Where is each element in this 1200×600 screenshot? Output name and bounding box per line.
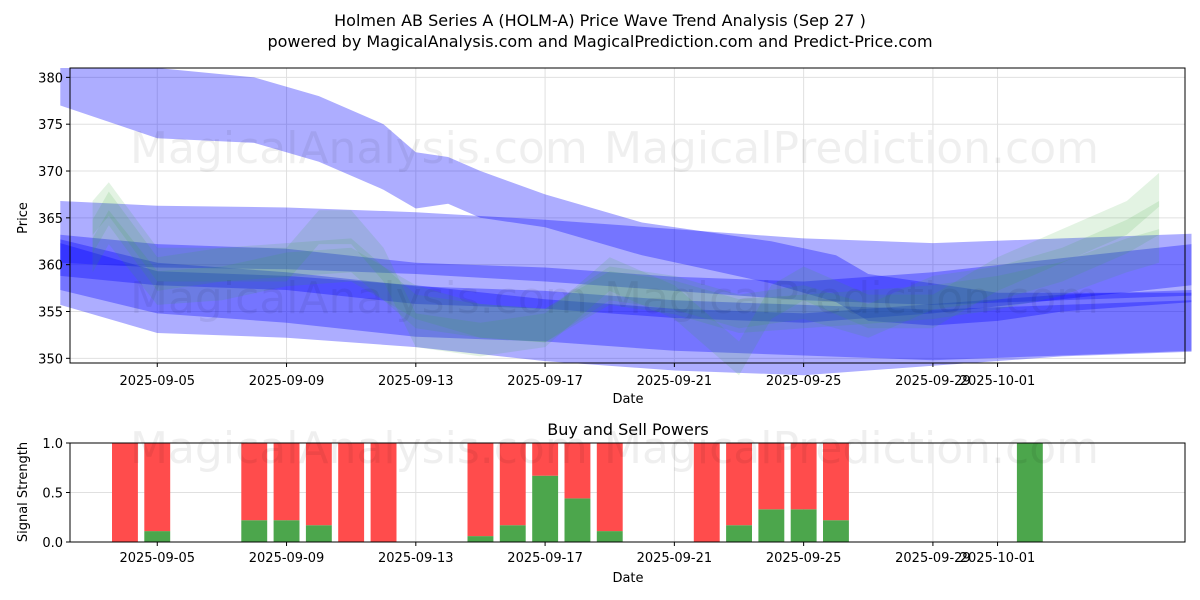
signal-title: Buy and Sell Powers <box>547 420 709 439</box>
signal-y-tick-label: 0.0 <box>42 536 63 551</box>
watermark-prediction-top: MagicalPrediction.com <box>604 123 1099 174</box>
sell-bar <box>564 443 591 499</box>
sell-bar <box>790 443 817 510</box>
price-x-tick-label: 2025-09-17 <box>507 374 583 389</box>
sell-bar <box>532 443 559 476</box>
price-y-axis: 350 355 360 365 370 375 380 <box>38 71 70 367</box>
price-y-tick-label: 380 <box>38 71 63 86</box>
price-y-tick-label: 365 <box>38 212 63 227</box>
price-waves <box>60 68 1192 376</box>
price-x-axis-label: Date <box>612 392 643 407</box>
wave-band-5 <box>60 243 1192 376</box>
wave-band-2 <box>60 201 1192 305</box>
price-y-tick-label: 355 <box>38 305 63 320</box>
signal-y-axis-label: Signal Strength <box>16 442 31 542</box>
price-x-tick-label: 2025-09-09 <box>249 374 325 389</box>
sell-bar <box>499 443 526 526</box>
sell-bar <box>726 443 752 526</box>
signal-x-tick-label: 2025-09-05 <box>119 551 195 566</box>
sell-bar <box>144 443 171 532</box>
signal-y-tick-label: 1.0 <box>42 437 63 452</box>
wave-band-7 <box>92 191 1160 343</box>
price-y-tick-label: 360 <box>38 259 63 274</box>
watermark-analysis-mid: MagicalAnalysis.com <box>130 273 588 324</box>
wave-band-4 <box>60 239 1192 361</box>
sell-bar <box>241 443 268 521</box>
buy-bar <box>758 509 785 542</box>
watermark-prediction-bottom: MagicalPrediction.com <box>604 423 1099 474</box>
price-plot-frame <box>69 67 1186 364</box>
buy-bar <box>241 520 268 542</box>
watermark-prediction-mid: MagicalPrediction.com <box>604 273 1099 324</box>
signal-y-tick-label: 0.5 <box>42 487 63 502</box>
price-panel: MagicalAnalysis.com MagicalPrediction.co… <box>16 67 1192 407</box>
sell-bar <box>305 443 332 526</box>
price-grid <box>70 68 1185 363</box>
sell-bar <box>693 443 720 542</box>
watermark-analysis-bottom: MagicalAnalysis.com <box>130 423 588 474</box>
wave-band-8 <box>92 210 1160 343</box>
signal-panel: Buy and Sell Powers MagicalAnalysis.com … <box>16 420 1186 586</box>
price-plot-area <box>70 68 1185 363</box>
price-x-tick-label: 2025-10-01 <box>960 374 1036 389</box>
signal-x-tick-label: 2025-10-01 <box>960 551 1036 566</box>
signal-x-axis-label: Date <box>612 571 643 586</box>
buy-bar <box>532 475 559 542</box>
sell-bar <box>596 443 623 532</box>
price-x-tick-label: 2025-09-25 <box>766 374 842 389</box>
signal-bars <box>112 443 1043 542</box>
buy-bar <box>790 509 817 542</box>
price-y-axis-label: Price <box>16 202 31 234</box>
wave-band-3 <box>60 234 1192 323</box>
signal-x-tick-label: 2025-09-17 <box>507 551 583 566</box>
buy-bar <box>564 498 591 542</box>
buy-bar <box>499 525 526 542</box>
sell-bar <box>338 443 365 542</box>
sell-bar <box>823 443 849 521</box>
buy-bar <box>305 525 332 542</box>
sell-bar <box>467 443 494 537</box>
price-x-axis: 2025-09-05 2025-09-09 2025-09-13 2025-09-17… <box>119 363 1035 389</box>
sell-bar <box>370 443 397 542</box>
price-x-tick-label: 2025-09-13 <box>378 374 454 389</box>
price-x-tick-label: 2025-09-05 <box>119 374 195 389</box>
chart-subtitle: powered by MagicalAnalysis.com and Magic… <box>267 32 932 51</box>
signal-x-axis: 2025-09-05 2025-09-09 2025-09-13 2025-09-17… <box>119 542 1035 566</box>
sell-bar <box>758 443 785 510</box>
signal-x-tick-label: 2025-09-09 <box>249 551 325 566</box>
signal-y-axis: 0.0 0.5 1.0 <box>42 437 70 551</box>
price-y-tick-label: 370 <box>38 165 63 180</box>
wave-band-6 <box>92 172 1160 376</box>
signal-x-tick-label: 2025-09-13 <box>378 551 454 566</box>
buy-bar <box>467 536 494 542</box>
price-y-tick-label: 350 <box>38 352 63 367</box>
chart-title: Holmen AB Series A (HOLM-A) Price Wave T… <box>334 11 866 30</box>
buy-bar <box>144 531 171 542</box>
buy-bar <box>1016 443 1043 542</box>
buy-bar <box>596 531 623 542</box>
price-y-tick-label: 375 <box>38 118 63 133</box>
signal-x-tick-label: 2025-09-25 <box>766 551 842 566</box>
sell-bar <box>273 443 300 521</box>
price-x-tick-label: 2025-09-29 <box>895 374 971 389</box>
signal-x-tick-label: 2025-09-29 <box>895 551 971 566</box>
price-x-tick-label: 2025-09-21 <box>637 374 713 389</box>
wave-band-1 <box>60 68 1192 326</box>
sell-bar <box>112 443 138 542</box>
signal-x-tick-label: 2025-09-21 <box>637 551 713 566</box>
buy-bar <box>823 520 849 542</box>
buy-bar <box>273 520 300 542</box>
buy-bar <box>726 525 752 542</box>
watermark-analysis-top: MagicalAnalysis.com <box>130 123 588 174</box>
